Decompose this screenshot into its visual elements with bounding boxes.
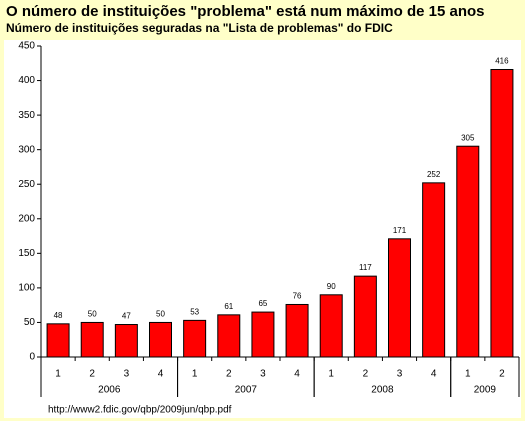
- bar: [353, 275, 377, 358]
- y-tick-label: 50: [24, 317, 36, 328]
- bar: [46, 323, 70, 358]
- x-tick-label: 1: [328, 369, 334, 380]
- x-tick-label: 1: [55, 369, 61, 380]
- y-tick-label: 450: [18, 41, 35, 52]
- x-tick-label: 2: [363, 369, 369, 380]
- value-label: 416: [495, 57, 509, 66]
- y-tick-label: 150: [18, 248, 35, 259]
- x-tick-label: 2: [89, 369, 95, 380]
- x-tick-label: 3: [124, 369, 130, 380]
- value-label: 171: [393, 226, 407, 235]
- bar: [456, 145, 480, 358]
- bar: [285, 303, 309, 358]
- value-label: 47: [122, 312, 131, 321]
- value-label: 50: [156, 310, 165, 319]
- bar: [319, 294, 343, 358]
- x-tick-label: 4: [431, 369, 437, 380]
- value-label: 90: [327, 282, 336, 291]
- value-label: 53: [190, 307, 199, 316]
- value-label: 50: [88, 310, 97, 319]
- bar: [80, 321, 104, 358]
- bar: [149, 321, 172, 358]
- chart-subtitle: Número de instituições seguradas na "Lis…: [6, 21, 393, 35]
- group-label: 2007: [235, 385, 258, 396]
- y-tick-label: 0: [29, 352, 35, 363]
- bar: [388, 238, 411, 358]
- value-label: 117: [359, 263, 372, 272]
- x-tick-label: 2: [226, 369, 232, 380]
- value-label: 305: [461, 133, 475, 142]
- source: http://www2.fdic.gov/qbp/2009jun/qbp.pdf: [48, 405, 232, 416]
- chart-title: O número de instituições "problema" está…: [6, 3, 485, 20]
- x-tick-label: 4: [294, 369, 300, 380]
- value-label: 76: [293, 292, 302, 301]
- x-tick-label: 2: [499, 369, 505, 380]
- bar: [114, 324, 138, 358]
- group-label: 2008: [371, 385, 394, 396]
- y-tick-label: 200: [18, 213, 35, 224]
- value-label: 252: [427, 170, 441, 179]
- group-label: 2009: [474, 385, 497, 396]
- value-label: 61: [224, 302, 233, 311]
- bar: [490, 68, 514, 358]
- x-tick-label: 1: [465, 369, 471, 380]
- y-tick-label: 400: [18, 75, 35, 86]
- x-tick-label: 3: [260, 369, 266, 380]
- bar: [422, 182, 446, 358]
- x-tick-label: 1: [192, 369, 198, 380]
- y-tick-label: 350: [18, 110, 35, 121]
- value-label: 65: [258, 299, 267, 308]
- y-tick-label: 250: [18, 179, 35, 190]
- x-tick-label: 3: [397, 369, 403, 380]
- y-tick-label: 100: [18, 283, 35, 294]
- bar: [251, 311, 275, 358]
- bar: [217, 314, 241, 358]
- group-label: 2006: [98, 385, 121, 396]
- x-tick-label: 4: [158, 369, 164, 380]
- value-label: 48: [54, 311, 63, 320]
- y-tick-label: 300: [18, 144, 35, 155]
- bar: [183, 319, 207, 358]
